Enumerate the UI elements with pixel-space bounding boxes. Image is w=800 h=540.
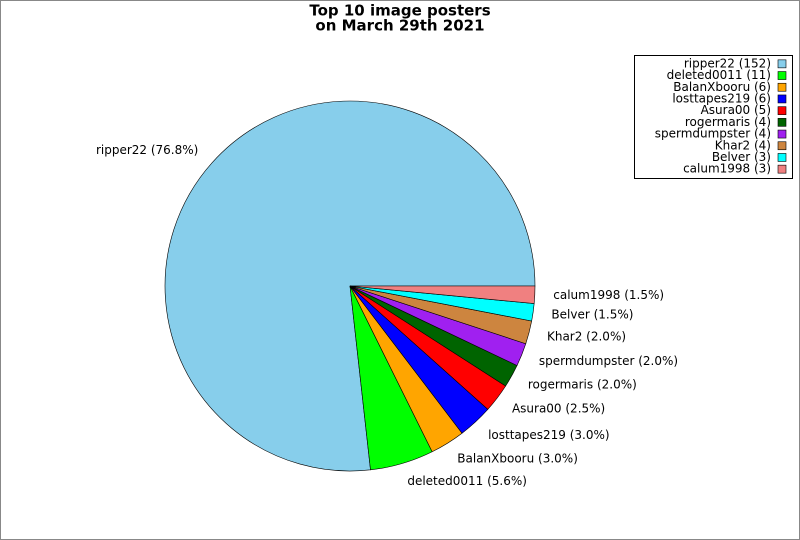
legend-swatch <box>777 153 787 162</box>
wedge-label: ripper22 (76.8%) <box>96 143 198 157</box>
chart-title: Top 10 image posters <box>309 2 490 20</box>
chart-subtitle: on March 29th 2021 <box>315 17 484 35</box>
wedge-label: Khar2 (2.0%) <box>547 330 626 344</box>
legend-label: calum1998 (3) <box>683 162 771 176</box>
wedge-label: BalanXbooru (3.0%) <box>457 451 578 465</box>
legend-swatch <box>777 71 787 80</box>
legend-swatch <box>777 141 787 151</box>
wedge-label: rogermaris (2.0%) <box>528 377 637 391</box>
legend-swatch <box>777 59 787 69</box>
wedge-label: deleted0011 (5.6%) <box>407 474 527 488</box>
legend-swatch <box>777 129 787 139</box>
legend-label: spermdumpster (4) <box>655 127 771 141</box>
legend-swatch <box>777 94 787 104</box>
legend-box <box>634 55 793 179</box>
wedge-label: Belver (1.5%) <box>551 307 633 321</box>
legend-label: Khar2 (4) <box>715 138 771 152</box>
legend-label: rogermaris (4) <box>685 115 771 129</box>
legend-label: deleted0011 (11) <box>667 68 771 82</box>
wedge-label: losttapes219 (3.0%) <box>488 428 610 442</box>
legend-label: ripper22 (152) <box>684 56 771 70</box>
legend-label: Asura00 (5) <box>701 103 771 117</box>
legend-label: Belver (3) <box>712 150 771 164</box>
legend-label: BalanXbooru (6) <box>673 80 771 94</box>
legend-swatch <box>777 82 787 92</box>
wedge-label: Asura00 (2.5%) <box>512 402 605 416</box>
legend-swatch <box>777 118 787 127</box>
wedge-label: spermdumpster (2.0%) <box>539 354 678 368</box>
pie-wedge <box>349 285 536 304</box>
pie-wedge <box>164 100 536 472</box>
wedge-label: calum1998 (1.5%) <box>553 288 664 302</box>
legend-swatch <box>777 164 787 174</box>
legend-label: losttapes219 (6) <box>672 91 771 105</box>
legend-swatch <box>777 106 787 115</box>
